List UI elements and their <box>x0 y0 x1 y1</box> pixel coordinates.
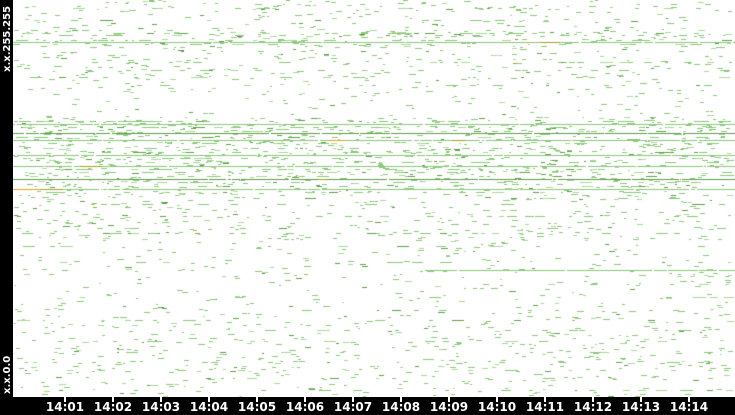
x-axis-tick <box>496 397 498 402</box>
y-axis-bar: x.x.255.255 x.x.0.0 <box>0 0 13 415</box>
x-axis-tick-label: 14:04 <box>189 400 229 414</box>
x-axis-tick <box>544 397 546 402</box>
x-axis-tick <box>688 397 690 402</box>
x-axis-tick <box>160 397 162 402</box>
x-axis-tick-label: 14:09 <box>429 400 469 414</box>
x-axis-tick-label: 14:01 <box>45 400 85 414</box>
x-axis-tick-label: 14:14 <box>669 400 709 414</box>
x-axis-tick-label: 14:10 <box>477 400 517 414</box>
x-axis-tick <box>64 397 66 402</box>
x-axis-tick-label: 14:07 <box>333 400 373 414</box>
y-axis-min-label: x.x.0.0 <box>2 355 13 394</box>
x-axis-tick <box>400 397 402 402</box>
x-axis-tick <box>592 397 594 402</box>
x-axis-tick-label: 14:03 <box>141 400 181 414</box>
x-axis-tick-label: 14:08 <box>381 400 421 414</box>
x-axis-tick <box>352 397 354 402</box>
x-axis-tick-label: 14:06 <box>285 400 325 414</box>
x-axis-tick <box>448 397 450 402</box>
x-axis-tick-label: 14:11 <box>525 400 565 414</box>
x-axis-tick <box>304 397 306 402</box>
x-axis-tick <box>208 397 210 402</box>
x-axis-tick-label: 14:05 <box>237 400 277 414</box>
scatter-plot-canvas <box>13 0 735 397</box>
x-axis-tick-label: 14:12 <box>573 400 613 414</box>
x-axis-bar: 14:01 14:02 14:03 14:04 14:05 14:06 14:07 14:08… <box>0 397 735 415</box>
x-axis-tick <box>112 397 114 402</box>
x-axis-tick-label: 14:02 <box>93 400 133 414</box>
x-axis-tick <box>256 397 258 402</box>
x-axis-tick <box>640 397 642 402</box>
x-axis-tick-label: 14:13 <box>621 400 661 414</box>
y-axis-max-label: x.x.255.255 <box>2 5 13 72</box>
